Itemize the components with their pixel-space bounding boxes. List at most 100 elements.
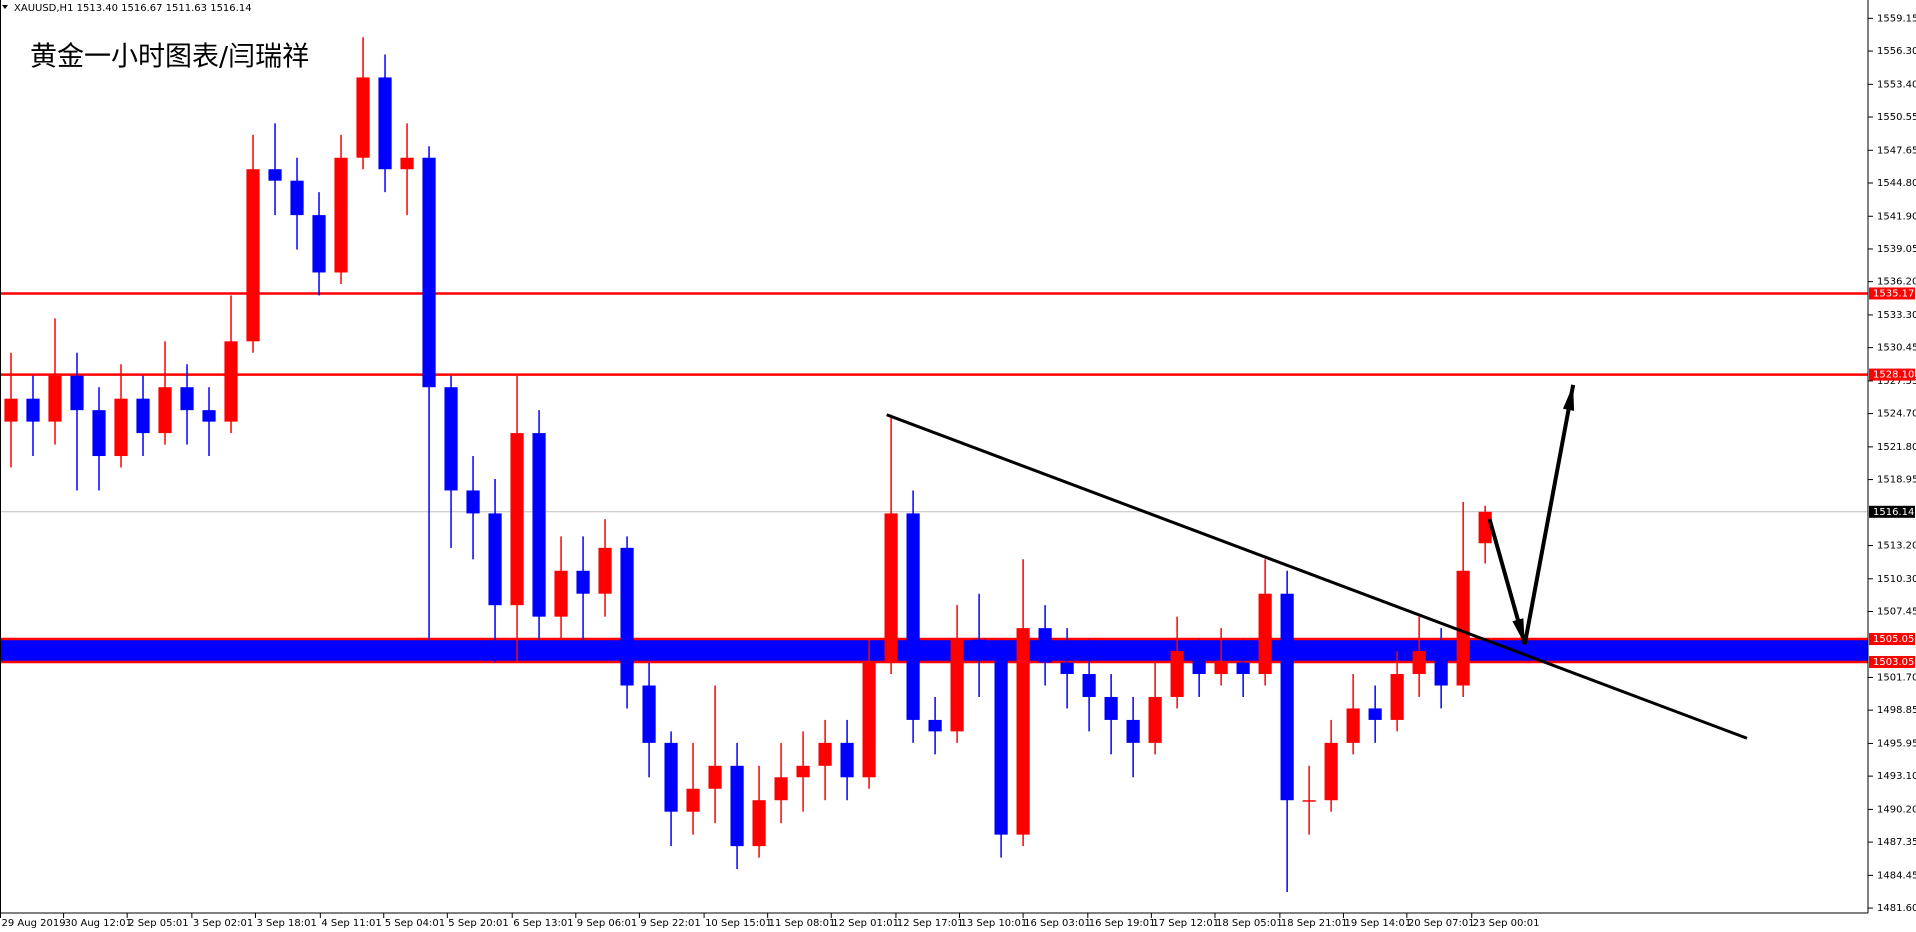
- candle-body: [576, 570, 590, 594]
- y-tick-label: 1544.80: [1877, 178, 1916, 189]
- y-tick-label: 1507.45: [1877, 606, 1916, 617]
- support-band: [0, 639, 1868, 662]
- x-tick-label: 30 Aug 12:01: [65, 918, 132, 929]
- candle-body: [1104, 696, 1118, 720]
- y-tick-label: 1487.35: [1877, 837, 1916, 848]
- candle-body: [114, 398, 128, 457]
- header-marker: [2, 5, 8, 9]
- x-tick-label: 5 Sep 04:01: [385, 918, 445, 929]
- candle-body: [378, 77, 392, 170]
- candle-body: [312, 215, 326, 273]
- x-tick-label: 3 Sep 02:01: [193, 918, 253, 929]
- y-tick-label: 1484.45: [1877, 870, 1916, 881]
- x-tick-label: 29 Aug 2019: [2, 918, 66, 929]
- level-label: 1505.05: [1873, 634, 1914, 645]
- forecast-arrow: [1487, 384, 1576, 645]
- candle-body: [1478, 511, 1492, 544]
- level-label-box: [1869, 505, 1915, 518]
- candle-body: [994, 651, 1008, 835]
- candle-body: [1434, 651, 1448, 686]
- candle-body: [334, 157, 348, 273]
- candle-body: [730, 765, 744, 847]
- candle-body: [246, 169, 260, 342]
- candle-body: [1082, 674, 1096, 697]
- x-tick-label: 12 Sep 01:01: [832, 918, 899, 929]
- candle-body: [1280, 593, 1294, 801]
- level-label-box: [1869, 655, 1915, 668]
- y-tick-label: 1530.45: [1877, 343, 1916, 354]
- candle-body: [488, 513, 502, 606]
- y-tick-label: 1513.20: [1877, 541, 1916, 552]
- x-tick-label: 23 Sep 00:01: [1473, 918, 1540, 929]
- y-tick-label: 1510.30: [1877, 574, 1916, 585]
- y-tick-label: 1547.65: [1877, 145, 1916, 156]
- candle-body: [1038, 628, 1052, 663]
- y-tick-label: 1533.30: [1877, 310, 1916, 321]
- candle-body: [48, 375, 62, 422]
- x-tick-label: 5 Sep 20:01: [448, 918, 508, 929]
- arrow-head: [1562, 384, 1575, 411]
- candle-body: [1170, 651, 1184, 697]
- x-tick-label: 19 Sep 14:01: [1344, 918, 1411, 929]
- candle-body: [202, 410, 216, 422]
- candle-body: [796, 765, 810, 778]
- candle-body: [356, 77, 370, 158]
- candle-body: [466, 490, 480, 514]
- y-tick-label: 1498.85: [1877, 705, 1916, 716]
- level-label-box: [1869, 368, 1915, 381]
- candle-body: [180, 387, 194, 411]
- arrow-head: [1512, 618, 1525, 645]
- candle-body: [158, 387, 172, 434]
- candle-body: [1324, 742, 1338, 801]
- level-label: 1503.05: [1873, 657, 1914, 668]
- candle-body: [664, 742, 678, 812]
- plot-area: [0, 37, 1868, 893]
- candle-body: [136, 398, 150, 434]
- candle-body: [620, 547, 634, 686]
- candle-body: [774, 777, 788, 801]
- candle-body: [92, 410, 106, 457]
- x-tick-label: 9 Sep 06:01: [577, 918, 637, 929]
- x-tick-label: 4 Sep 11:01: [321, 918, 381, 929]
- x-tick-label: 9 Sep 22:01: [640, 918, 700, 929]
- x-tick-label: 16 Sep 19:01: [1089, 918, 1156, 929]
- y-tick-label: 1495.95: [1877, 738, 1916, 749]
- candle-body: [752, 800, 766, 847]
- y-tick-label: 1550.55: [1877, 112, 1916, 123]
- candle-body: [1192, 651, 1206, 675]
- x-tick-label: 13 Sep 10:01: [961, 918, 1028, 929]
- x-tick-label: 3 Sep 18:01: [256, 918, 316, 929]
- candle-body: [598, 547, 612, 594]
- candle-body: [840, 742, 854, 778]
- candle-body: [1214, 662, 1228, 675]
- candle-body: [1126, 719, 1140, 743]
- x-tick-label: 6 Sep 13:01: [513, 918, 573, 929]
- candle-body: [290, 180, 304, 216]
- candle-body: [1456, 570, 1470, 686]
- y-tick-label: 1501.70: [1877, 672, 1916, 683]
- candle-body: [554, 570, 568, 617]
- y-tick-label: 1481.60: [1877, 903, 1916, 914]
- candle-body: [422, 157, 436, 388]
- y-tick-label: 1524.70: [1877, 409, 1916, 420]
- candle-body: [1390, 674, 1404, 720]
- trendline: [886, 413, 1748, 740]
- candle-body: [862, 662, 876, 778]
- x-tick-label: 2 Sep 05:01: [128, 918, 188, 929]
- candle-body: [444, 387, 458, 491]
- x-tick-label: 18 Sep 21:01: [1281, 918, 1348, 929]
- candle-body: [950, 639, 964, 732]
- y-tick-label: 1556.30: [1877, 46, 1916, 57]
- y-tick-label: 1541.90: [1877, 211, 1916, 222]
- candle-body: [1016, 628, 1030, 835]
- candle-body: [818, 742, 832, 766]
- candle-body: [1302, 800, 1316, 802]
- y-tick-label: 1518.95: [1877, 475, 1916, 486]
- y-tick-label: 1559.15: [1877, 13, 1916, 24]
- candle-body: [686, 788, 700, 812]
- x-tick-label: 17 Sep 12:01: [1152, 918, 1219, 929]
- x-tick-label: 18 Sep 05:01: [1216, 918, 1283, 929]
- y-tick-label: 1521.80: [1877, 442, 1916, 453]
